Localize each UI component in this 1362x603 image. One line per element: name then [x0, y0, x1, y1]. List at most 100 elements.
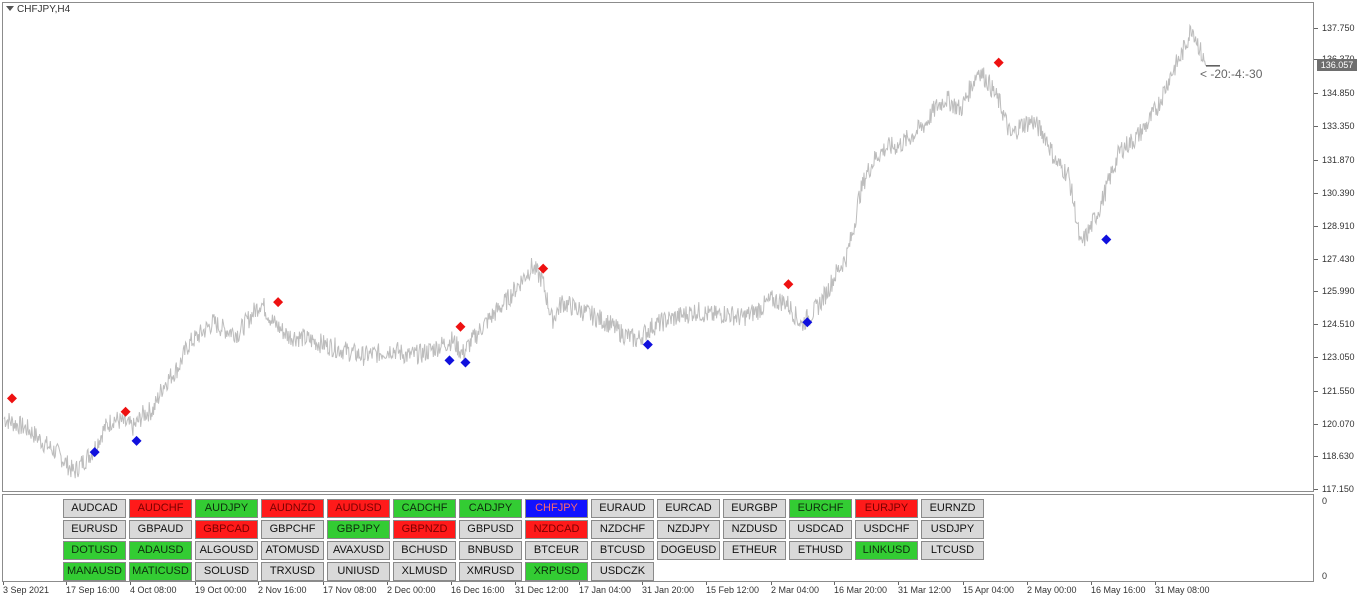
symbol-button-solusd[interactable]: SOLUSD	[195, 562, 258, 581]
symbol-button-avaxusd[interactable]: AVAXUSD	[327, 541, 390, 560]
price-pane[interactable]	[2, 2, 1314, 492]
time-tick-mark	[451, 582, 452, 585]
price-tick-mark	[1314, 28, 1318, 29]
price-tick-label: 134.850	[1322, 87, 1355, 98]
price-tick-mark	[1314, 258, 1318, 260]
down-signal-diamond	[131, 435, 142, 446]
symbol-button-manausd[interactable]: MANAUSD	[63, 562, 126, 581]
down-signal-diamond	[1101, 234, 1112, 245]
price-tick-label: 125.990	[1322, 286, 1355, 297]
symbol-button-audchf[interactable]: AUDCHF	[129, 499, 192, 518]
price-tick-mark	[1314, 225, 1318, 227]
symbol-button-usdcad[interactable]: USDCAD	[789, 520, 852, 539]
symbol-button-gbpcad[interactable]: GBPCAD	[195, 520, 258, 539]
time-tick-mark	[130, 582, 131, 585]
down-signal-diamond	[444, 355, 455, 366]
dropdown-triangle-icon	[6, 6, 14, 11]
price-series-line	[3, 23, 1207, 479]
symbol-button-btcusd[interactable]: BTCUSD	[591, 541, 654, 560]
price-tick-label: 136.370	[1322, 54, 1355, 64]
price-tick-mark	[1314, 455, 1318, 457]
symbol-button-xlmusd[interactable]: XLMUSD	[393, 562, 456, 581]
symbol-button-cadchf[interactable]: CADCHF	[393, 499, 456, 518]
symbol-button-dogeusd[interactable]: DOGEUSD	[657, 541, 720, 560]
symbol-button-cadjpy[interactable]: CADJPY	[459, 499, 522, 518]
price-tick-label: 121.550	[1322, 385, 1355, 396]
symbol-button-maticusd[interactable]: MATICUSD	[129, 562, 192, 581]
symbol-button-nzdcad[interactable]: NZDCAD	[525, 520, 588, 539]
time-tick-mark	[515, 582, 516, 585]
symbol-button-eurnzd[interactable]: EURNZD	[921, 499, 984, 518]
time-tick-label: 16 Mar 20:00	[834, 585, 888, 595]
symbol-button-linkusd[interactable]: LINKUSD	[855, 541, 918, 560]
price-tick-label: 133.350	[1322, 121, 1355, 132]
up-signal-diamond	[993, 57, 1004, 68]
symbol-button-gbpaud[interactable]: GBPAUD	[129, 520, 192, 539]
symbol-button-usdczk[interactable]: USDCZK	[591, 562, 654, 581]
time-tick-label: 15 Feb 12:00	[706, 585, 760, 595]
down-signal-diamond	[89, 447, 100, 458]
symbol-button-etheur[interactable]: ETHEUR	[723, 541, 786, 560]
price-tick-label: 117.150	[1322, 484, 1354, 494]
time-tick-mark	[642, 582, 643, 585]
time-tick-mark	[195, 582, 196, 585]
symbol-button-gbpusd[interactable]: GBPUSD	[459, 520, 522, 539]
price-tick-label: 118.630	[1322, 450, 1354, 461]
time-tick-label: 16 May 16:00	[1091, 585, 1146, 595]
price-tick-mark	[1314, 324, 1318, 326]
symbol-button-bchusd[interactable]: BCHUSD	[393, 541, 456, 560]
symbol-button-btceur[interactable]: BTCEUR	[525, 541, 588, 560]
time-tick-label: 31 Jan 20:00	[642, 585, 695, 595]
price-tick-label: 137.750	[1322, 23, 1355, 33]
time-tick-label: 3 Sep 2021	[3, 585, 50, 595]
time-tick-label: 16 Dec 16:00	[451, 585, 505, 595]
symbol-button-adausd[interactable]: ADAUSD	[129, 541, 192, 560]
price-tick-label: 120.070	[1322, 418, 1355, 429]
price-tick-mark	[1314, 159, 1318, 161]
symbol-button-trxusd[interactable]: TRXUSD	[261, 562, 324, 581]
symbol-button-gbpnzd[interactable]: GBPNZD	[393, 520, 456, 539]
time-tick-label: 31 Dec 12:00	[515, 585, 569, 595]
symbol-button-eurgbp[interactable]: EURGBP	[723, 499, 786, 518]
symbol-button-audjpy[interactable]: AUDJPY	[195, 499, 258, 518]
up-signal-diamond	[6, 393, 17, 404]
symbol-button-eurchf[interactable]: EURCHF	[789, 499, 852, 518]
price-tick-mark	[1314, 126, 1318, 128]
symbol-button-audusd[interactable]: AUDUSD	[327, 499, 390, 518]
symbol-button-ltcusd[interactable]: LTCUSD	[921, 541, 984, 560]
symbol-button-gbpchf[interactable]: GBPCHF	[261, 520, 324, 539]
time-tick-label: 31 May 08:00	[1155, 585, 1210, 595]
time-tick-label: 2 Dec 00:00	[387, 585, 436, 595]
symbol-button-gbpjpy[interactable]: GBPJPY	[327, 520, 390, 539]
time-tick-mark	[1155, 582, 1156, 585]
time-tick-mark	[963, 582, 964, 585]
price-tick-label: 131.870	[1322, 154, 1355, 165]
symbol-button-ethusd[interactable]: ETHUSD	[789, 541, 852, 560]
price-tick-mark	[1314, 92, 1318, 94]
symbol-button-bnbusd[interactable]: BNBUSD	[459, 541, 522, 560]
price-tick-label: 130.390	[1322, 187, 1355, 198]
symbol-button-eurusd[interactable]: EURUSD	[63, 520, 126, 539]
symbol-button-chfjpy[interactable]: CHFJPY	[525, 499, 588, 518]
symbol-button-usdchf[interactable]: USDCHF	[855, 520, 918, 539]
symbol-button-xrpusd[interactable]: XRPUSD	[525, 562, 588, 581]
time-tick-mark	[898, 582, 899, 585]
time-tick-label: 4 Oct 08:00	[130, 585, 177, 595]
symbol-button-atomusd[interactable]: ATOMUSD	[261, 541, 324, 560]
symbol-button-nzdjpy[interactable]: NZDJPY	[657, 520, 720, 539]
symbol-button-usdjpy[interactable]: USDJPY	[921, 520, 984, 539]
symbol-button-eurjpy[interactable]: EURJPY	[855, 499, 918, 518]
symbol-button-dotusd[interactable]: DOTUSD	[63, 541, 126, 560]
symbol-button-euraud[interactable]: EURAUD	[591, 499, 654, 518]
symbol-button-algousd[interactable]: ALGOUSD	[195, 541, 258, 560]
symbol-button-audnzd[interactable]: AUDNZD	[261, 499, 324, 518]
symbol-button-nzdusd[interactable]: NZDUSD	[723, 520, 786, 539]
symbol-button-eurcad[interactable]: EURCAD	[657, 499, 720, 518]
symbol-button-xmrusd[interactable]: XMRUSD	[459, 562, 522, 581]
price-tick-label: 124.510	[1322, 319, 1355, 330]
time-tick-label: 31 Mar 12:00	[898, 585, 952, 595]
symbol-button-audcad[interactable]: AUDCAD	[63, 499, 126, 518]
symbol-button-nzdchf[interactable]: NZDCHF	[591, 520, 654, 539]
symbol-button-uniusd[interactable]: UNIUSD	[327, 562, 390, 581]
